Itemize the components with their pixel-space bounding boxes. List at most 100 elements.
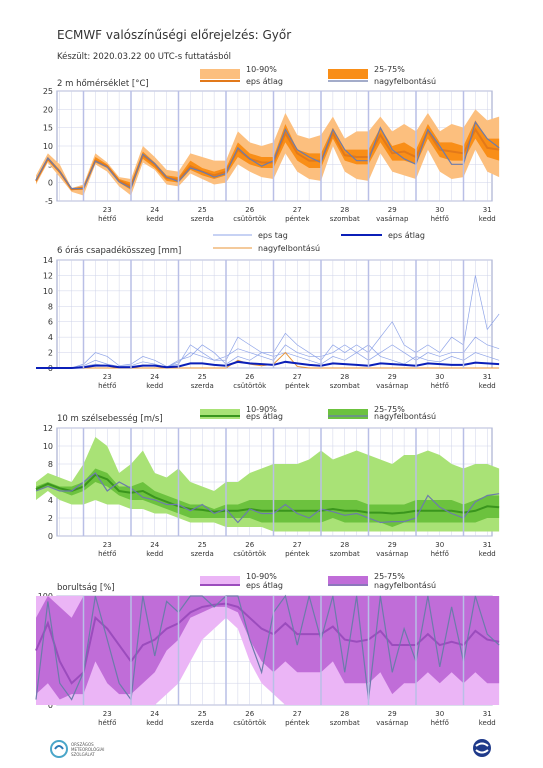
- ecmwf-logo: [473, 739, 491, 757]
- x-tick-date: 23: [103, 541, 112, 549]
- x-tick-date: 27: [293, 541, 302, 549]
- y-tick-label: 0: [48, 532, 53, 541]
- x-tick-date: 28: [340, 710, 349, 718]
- precip-member-line: [36, 336, 500, 369]
- legend-label: eps tag: [258, 231, 288, 240]
- x-tick-date: 31: [483, 541, 492, 549]
- x-tick-date: 31: [483, 710, 492, 718]
- temp-band-10-90: [36, 109, 500, 196]
- y-tick-label: 10: [43, 142, 53, 151]
- x-tick-day: péntek: [285, 550, 310, 558]
- temp-hires-line: [35, 120, 500, 190]
- legend-swatch-25-75: [328, 576, 368, 586]
- x-tick-date: 29: [388, 206, 397, 214]
- omsz-logo-line2: METEOROLÓGIAI: [71, 747, 104, 752]
- precip-mean-line: [36, 360, 500, 369]
- x-tick-date: 25: [198, 541, 207, 549]
- y-tick-label: 0: [48, 701, 53, 710]
- x-tick-date: 23: [103, 710, 112, 718]
- legend-swatch-25-75: [328, 69, 368, 79]
- x-tick-day: szerda: [191, 550, 214, 558]
- legend-label: 10-90%: [246, 65, 277, 74]
- y-tick-label: 10: [43, 442, 53, 451]
- x-tick-date: 25: [198, 206, 207, 214]
- x-tick-date: 28: [340, 373, 349, 381]
- legend-label: eps átlag: [246, 581, 283, 590]
- x-tick-day: hétfő: [98, 214, 116, 223]
- x-tick-day: szombat: [330, 550, 360, 558]
- x-tick-day: csütörtök: [233, 215, 267, 223]
- y-tick-label: 10: [43, 287, 53, 296]
- x-tick-day: szerda: [191, 719, 214, 727]
- wind-mean-line: [35, 473, 500, 515]
- legend-label: nagyfelbontású: [374, 77, 436, 86]
- x-tick-date: 30: [435, 710, 444, 718]
- x-tick-day: kedd: [479, 719, 496, 727]
- legend-swatch-25-75: [328, 409, 368, 419]
- cloud-mean-line: [35, 602, 500, 685]
- x-tick-date: 28: [340, 541, 349, 549]
- x-tick-date: 25: [198, 373, 207, 381]
- omsz-logo-line1: ORSZÁGOS: [71, 742, 94, 747]
- x-tick-day: kedd: [146, 382, 163, 390]
- legend-label: eps átlag: [388, 231, 425, 240]
- x-tick-date: 31: [483, 373, 492, 381]
- y-tick-label: 2: [48, 349, 53, 358]
- x-tick-date: 24: [150, 206, 159, 214]
- x-tick-day: péntek: [285, 382, 310, 390]
- y-tick-label: 12: [43, 424, 53, 433]
- y-tick-label: 15: [43, 124, 53, 133]
- x-tick-date: 26: [245, 206, 254, 214]
- x-tick-day: kedd: [146, 719, 163, 727]
- legend-label: 25-75%: [374, 572, 405, 581]
- y-tick-label: 6: [48, 318, 53, 327]
- legend-label: nagyfelbontású: [258, 244, 320, 253]
- x-tick-date: 29: [388, 710, 397, 718]
- x-tick-day: csütörtök: [233, 382, 267, 390]
- page-title: ECMWF valószínűségi előrejelzés: Győr: [57, 28, 292, 42]
- x-tick-day: szerda: [191, 215, 214, 223]
- x-tick-date: 30: [435, 206, 444, 214]
- temp-mean-line: [35, 127, 500, 191]
- x-tick-day: kedd: [479, 382, 496, 390]
- omsz-logo: ORSZÁGOS METEOROLÓGIAI SZOLGÁLAT: [50, 740, 104, 758]
- x-tick-day: szombat: [330, 382, 360, 390]
- x-tick-day: kedd: [146, 550, 163, 558]
- x-tick-date: 23: [103, 373, 112, 381]
- legend-label: nagyfelbontású: [374, 412, 436, 421]
- x-tick-date: 30: [435, 541, 444, 549]
- x-tick-date: 26: [245, 373, 254, 381]
- y-tick-label: 2: [48, 514, 53, 523]
- y-tick-label: 0: [48, 179, 53, 188]
- x-tick-day: kedd: [479, 550, 496, 558]
- x-tick-date: 26: [245, 710, 254, 718]
- x-tick-date: 24: [150, 710, 159, 718]
- x-tick-date: 26: [245, 541, 254, 549]
- omsz-logo-line3: SZOLGÁLAT: [71, 752, 95, 757]
- x-tick-date: 29: [388, 373, 397, 381]
- x-tick-date: 23: [103, 206, 112, 214]
- x-tick-day: szombat: [330, 719, 360, 727]
- y-tick-label: 4: [48, 333, 53, 342]
- plot-area-precip: [56, 259, 493, 369]
- x-tick-date: 27: [293, 710, 302, 718]
- x-tick-date: 29: [388, 541, 397, 549]
- x-tick-day: csütörtök: [233, 719, 267, 727]
- x-tick-date: 27: [293, 373, 302, 381]
- x-tick-day: kedd: [146, 215, 163, 223]
- page-subtitle: Készült: 2020.03.22 00 UTC-s futtatásból: [57, 52, 232, 62]
- x-tick-day: péntek: [285, 719, 310, 727]
- x-tick-day: hétfő: [431, 549, 449, 558]
- x-tick-date: 25: [198, 710, 207, 718]
- y-tick-label: 8: [48, 460, 53, 469]
- cloud-hires-line: [35, 594, 500, 702]
- chart-title-temp: 2 m hőmérséklet [°C]: [57, 78, 149, 89]
- legend-swatch-10-90: [200, 69, 240, 79]
- cloud-band-25-75: [36, 596, 500, 700]
- y-tick-label: 12: [43, 271, 53, 280]
- legend-swatch-10-90: [200, 576, 240, 586]
- x-tick-day: szerda: [191, 382, 214, 390]
- legend-label: eps átlag: [246, 412, 283, 421]
- x-tick-day: hétfő: [431, 381, 449, 390]
